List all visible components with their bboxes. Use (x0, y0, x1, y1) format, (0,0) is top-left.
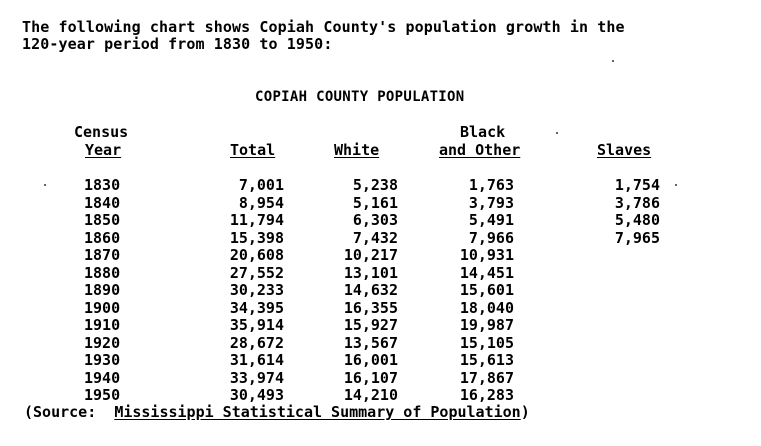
cell-black-and-other: 18,040 (459, 298, 514, 317)
cell-total: 20,608 (229, 246, 284, 264)
header-black-and-other: and Other (439, 141, 521, 159)
table-title: COPIAH COUNTY POPULATION (255, 89, 465, 105)
cell-black-and-other: 17,867 (459, 368, 514, 387)
cell-black-and-other: 16,283 (459, 386, 514, 404)
header-total: Total (230, 141, 276, 159)
cell-total: 35,914 (229, 316, 284, 334)
cell-white: 13,567 (343, 333, 398, 352)
header-black: Black (460, 123, 506, 141)
cell-white: 7,432 (352, 228, 398, 247)
cell-year: 1870 (84, 246, 121, 264)
cell-total: 30,233 (229, 281, 284, 299)
cell-total: 30,493 (229, 386, 284, 404)
scan-speck (44, 184, 46, 186)
cell-white: 5,238 (352, 176, 398, 194)
cell-white: 16,001 (343, 351, 398, 369)
source-suffix: ) (520, 403, 530, 421)
scan-speck (675, 184, 677, 186)
cell-year: 1850 (84, 211, 121, 229)
cell-white: 10,217 (343, 246, 398, 264)
cell-slaves: 7,965 (614, 228, 660, 247)
cell-year: 1910 (84, 316, 121, 334)
cell-year: 1840 (84, 193, 121, 212)
column-black-and-other: 1,763 3,793 5,491 7,966 10,931 14,451 15,601 18… (440, 176, 514, 405)
cell-year: 1930 (84, 351, 121, 369)
cell-year: 1900 (84, 298, 121, 317)
cell-year: 1940 (84, 368, 121, 387)
scan-speck (556, 132, 558, 134)
source-title: Mississippi Statistical Summary of Popul… (114, 403, 521, 421)
cell-black-and-other: 15,601 (459, 281, 514, 299)
cell-black-and-other: 15,613 (459, 351, 514, 369)
cell-white: 5,161 (352, 193, 398, 212)
cell-slaves: 5,480 (614, 211, 660, 229)
cell-black-and-other: 15,105 (459, 333, 514, 352)
column-total: 7,001 8,954 11,794 15,398 20,608 27,552 30,233… (200, 176, 284, 405)
intro-text: The following chart shows Copiah County'… (22, 18, 625, 53)
cell-total: 34,395 (229, 298, 284, 317)
cell-white: 14,210 (343, 386, 398, 404)
cell-black-and-other: 14,451 (459, 263, 514, 282)
header-white: White (334, 141, 380, 159)
source-prefix: (Source: (24, 403, 115, 421)
cell-white: 16,107 (343, 368, 398, 387)
cell-total: 33,974 (229, 368, 284, 387)
cell-white: 6,303 (352, 211, 398, 229)
column-slaves: 1,754 3,786 5,480 7,965 (596, 176, 660, 247)
cell-white: 13,101 (343, 263, 398, 282)
cell-total: 27,552 (229, 263, 284, 282)
cell-black-and-other: 1,763 (468, 176, 514, 194)
cell-white: 15,927 (343, 316, 398, 334)
cell-slaves: 3,786 (614, 193, 660, 212)
cell-black-and-other: 19,987 (459, 316, 514, 334)
header-year: Year (85, 141, 122, 159)
cell-total: 15,398 (229, 228, 284, 247)
cell-year: 1890 (84, 281, 121, 299)
column-year: 1830 1840 1850 1860 1870 1880 1890 1900 1910 1920… (84, 176, 130, 405)
cell-white: 16,355 (343, 298, 398, 317)
cell-total: 8,954 (238, 193, 284, 212)
cell-white: 14,632 (343, 281, 398, 299)
cell-total: 31,614 (229, 351, 284, 369)
cell-year: 1860 (84, 228, 121, 247)
cell-black-and-other: 5,491 (468, 211, 514, 229)
header-slaves: Slaves (597, 141, 652, 159)
cell-year: 1950 (84, 386, 121, 404)
cell-black-and-other: 10,931 (459, 246, 514, 264)
cell-black-and-other: 3,793 (468, 193, 514, 212)
source-citation: (Source: Mississippi Statistical Summary… (24, 403, 530, 421)
cell-year: 1920 (84, 333, 121, 352)
scan-speck (612, 60, 614, 62)
column-white: 5,238 5,161 6,303 7,432 10,217 13,101 14,632 16… (320, 176, 398, 405)
cell-total: 7,001 (238, 176, 284, 194)
cell-year: 1830 (84, 176, 121, 194)
cell-slaves: 1,754 (614, 176, 660, 194)
cell-black-and-other: 7,966 (468, 228, 514, 247)
header-census: Census (74, 123, 129, 141)
cell-total: 11,794 (229, 211, 284, 229)
cell-total: 28,672 (229, 333, 284, 352)
cell-year: 1880 (84, 263, 121, 282)
